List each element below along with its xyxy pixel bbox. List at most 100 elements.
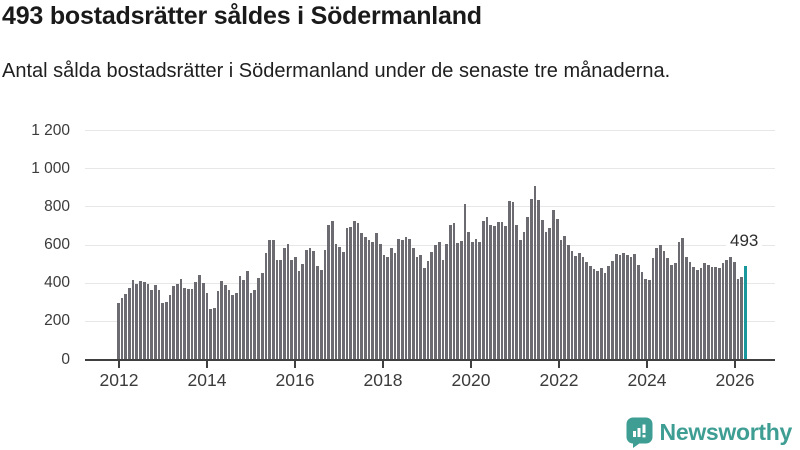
bar [688, 262, 692, 360]
bar [732, 262, 736, 360]
bar [629, 257, 633, 360]
bar [633, 254, 636, 360]
bar [463, 204, 467, 360]
bar [456, 243, 459, 360]
y-tick-label: 0 [61, 350, 70, 368]
bar [577, 253, 581, 360]
bar [246, 271, 249, 360]
x-axis-tick [206, 360, 208, 368]
bar [625, 255, 629, 360]
bar [445, 244, 448, 360]
bar [592, 269, 596, 360]
bar [286, 244, 290, 360]
gridline [85, 282, 775, 284]
bar [264, 253, 268, 360]
bar [729, 257, 732, 360]
bar [397, 239, 400, 360]
bar [434, 245, 437, 360]
bar [404, 237, 408, 360]
x-tick-label: 2014 [187, 370, 227, 390]
bar [607, 266, 611, 360]
bar [441, 260, 445, 360]
bar [581, 257, 585, 360]
bar [327, 225, 330, 360]
bar [622, 253, 625, 360]
x-axis-tick [382, 360, 384, 368]
x-tick-label: 2016 [275, 370, 315, 390]
bar [316, 266, 319, 360]
bar [353, 221, 356, 360]
bar [139, 281, 142, 360]
bar [714, 267, 718, 360]
bar [511, 202, 515, 360]
newsworthy-logo[interactable]: Newsworthy [626, 415, 792, 449]
bar [437, 242, 441, 360]
bar [117, 303, 120, 360]
bar [201, 283, 205, 360]
bar [448, 225, 452, 360]
bar [493, 226, 496, 360]
bar [187, 289, 190, 360]
bar [279, 260, 282, 360]
bar [216, 291, 220, 360]
bar [489, 225, 493, 360]
bar [378, 244, 382, 360]
bar [367, 240, 371, 360]
bar [128, 288, 131, 360]
bar [544, 232, 548, 360]
bar [611, 261, 614, 360]
bar [710, 267, 714, 360]
x-axis-tick [294, 360, 296, 368]
bar [209, 309, 212, 360]
bar [161, 303, 164, 360]
bar [419, 255, 423, 360]
bar [478, 242, 482, 360]
bar [231, 295, 234, 360]
bar [375, 233, 378, 360]
x-tick-label: 2024 [627, 370, 667, 390]
bar [692, 267, 695, 360]
y-tick-label: 600 [44, 236, 70, 253]
bar [389, 248, 393, 360]
bar [360, 233, 364, 360]
bar [589, 266, 592, 360]
bar [271, 240, 275, 360]
bar [150, 290, 153, 360]
bar [474, 239, 478, 360]
bar [323, 250, 327, 360]
bar [305, 250, 308, 360]
bar [412, 248, 415, 360]
bar [655, 248, 659, 360]
bar [124, 294, 128, 360]
bar [349, 227, 352, 360]
bar [294, 257, 297, 360]
bar [364, 237, 367, 360]
bar [662, 251, 666, 360]
bar [699, 268, 703, 360]
bar [452, 223, 456, 360]
bar [268, 240, 271, 360]
x-axis-line [85, 359, 775, 361]
bar [659, 245, 662, 360]
bar [356, 223, 360, 360]
bar [301, 264, 305, 360]
bar [312, 251, 316, 360]
bar [537, 200, 541, 360]
bar [559, 240, 563, 360]
bar [190, 289, 194, 360]
bar [507, 201, 511, 360]
bar [135, 284, 139, 360]
bar [596, 271, 600, 360]
bar [146, 284, 150, 360]
bar [257, 278, 260, 360]
bar [393, 253, 397, 360]
bar [670, 265, 673, 360]
bar [666, 258, 670, 360]
x-axis-tick [646, 360, 648, 368]
bar [574, 256, 577, 360]
bar [570, 251, 574, 360]
bar [644, 279, 647, 360]
bar [183, 288, 187, 360]
bar [614, 254, 618, 360]
bar [707, 265, 710, 360]
